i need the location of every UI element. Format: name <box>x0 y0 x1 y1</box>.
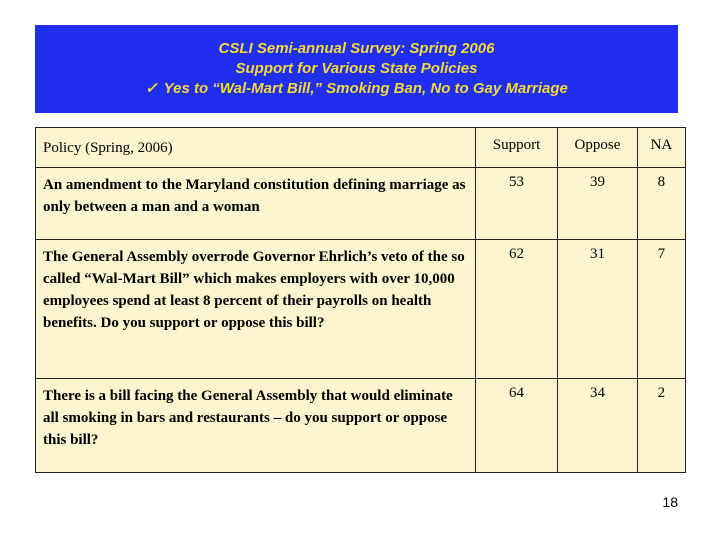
policy-cell: An amendment to the Maryland constitutio… <box>35 167 476 240</box>
table-row: There is a bill facing the General Assem… <box>35 378 687 473</box>
header-na: NA <box>636 127 687 168</box>
policy-table: Policy (Spring, 2006) Support Oppose NA … <box>35 127 687 473</box>
checkmark-icon: ✓ <box>145 80 158 97</box>
title-banner: CSLI Semi-annual Survey: Spring 2006 Sup… <box>35 25 678 113</box>
table-row: The General Assembly overrode Governor E… <box>35 239 687 379</box>
na-cell: 7 <box>636 239 687 379</box>
survey-headline: ✓ Yes to “Wal-Mart Bill,” Smoking Ban, No… <box>145 79 568 99</box>
support-cell: 64 <box>474 378 559 473</box>
na-cell: 2 <box>636 378 687 473</box>
support-cell: 62 <box>474 239 559 379</box>
table-row: An amendment to the Maryland constitutio… <box>35 167 687 240</box>
header-oppose: Oppose <box>557 127 638 168</box>
survey-headline-text: Yes to “Wal-Mart Bill,” Smoking Ban, No … <box>163 80 568 97</box>
survey-title: CSLI Semi-annual Survey: Spring 2006 <box>218 40 495 57</box>
page-number: 18 <box>662 494 678 510</box>
header-policy: Policy (Spring, 2006) <box>35 127 476 168</box>
header-support: Support <box>474 127 559 168</box>
na-cell: 8 <box>636 167 687 240</box>
survey-subtitle: Support for Various State Policies <box>235 60 478 77</box>
table-header-row: Policy (Spring, 2006) Support Oppose NA <box>35 127 687 168</box>
oppose-cell: 34 <box>557 378 638 473</box>
policy-cell: There is a bill facing the General Assem… <box>35 378 476 473</box>
policy-cell: The General Assembly overrode Governor E… <box>35 239 476 379</box>
oppose-cell: 31 <box>557 239 638 379</box>
oppose-cell: 39 <box>557 167 638 240</box>
support-cell: 53 <box>474 167 559 240</box>
